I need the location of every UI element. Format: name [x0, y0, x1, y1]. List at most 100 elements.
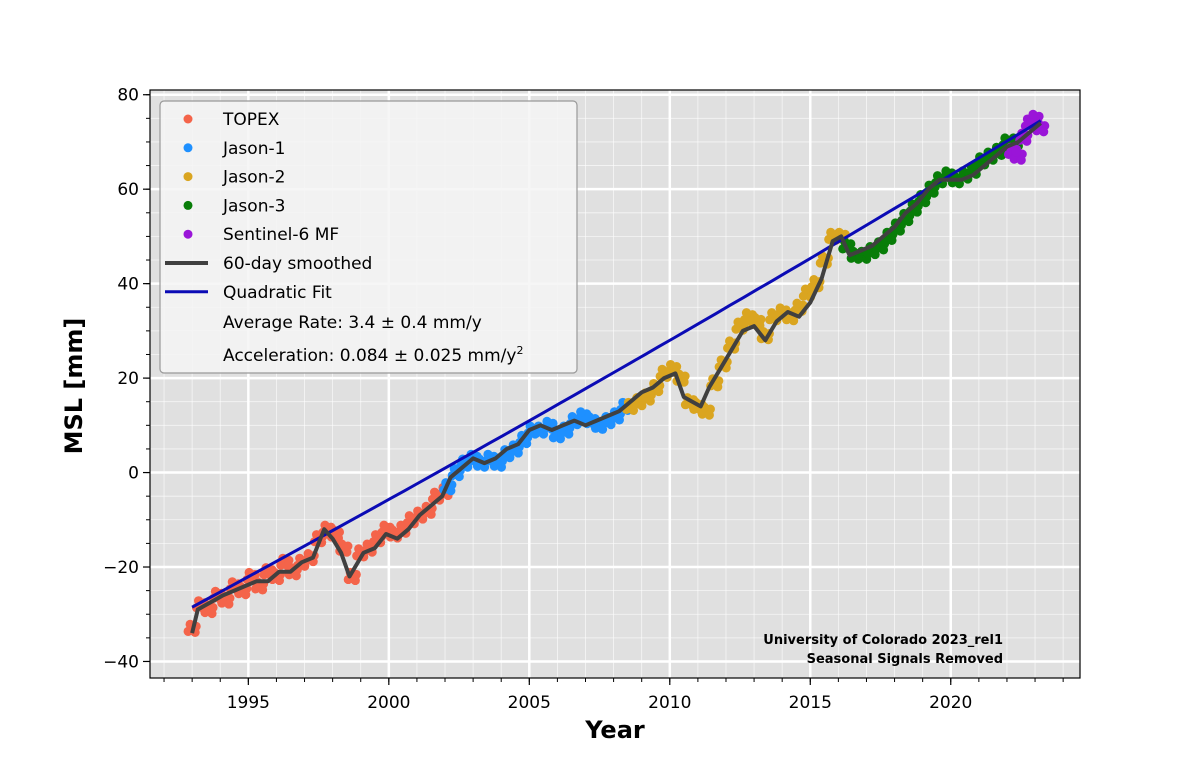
- data-point-jason-2: [792, 298, 802, 308]
- data-point-jason-1: [614, 415, 625, 425]
- data-point-jason-2: [704, 410, 714, 420]
- annotation: University of Colorado 2023_rel1 Seasona…: [763, 633, 1003, 667]
- x-tick-label: 2020: [929, 693, 972, 713]
- data-point-topex: [257, 585, 268, 595]
- y-tick-label: −20: [103, 558, 139, 578]
- data-point-jason-1: [564, 429, 574, 439]
- plot-frame: [149, 89, 1081, 679]
- legend-label-sentinel-6-mf: Sentinel-6 MF: [223, 225, 339, 245]
- axis-ticks: [143, 94, 1064, 685]
- data-point-jason-3: [895, 226, 905, 236]
- data-point-topex: [259, 570, 269, 580]
- smoothed-line: [190, 121, 1042, 634]
- annotation-line-1: University of Colorado 2023_rel1: [763, 633, 1003, 648]
- legend-box: [159, 100, 578, 374]
- data-point-jason-3: [941, 166, 951, 176]
- legend-marker-jason-2: [183, 172, 193, 182]
- data-point-jason-1: [513, 448, 523, 458]
- data-point-jason-2: [815, 258, 825, 268]
- data-point-jason-1: [531, 428, 542, 438]
- data-point-jason-3: [855, 253, 865, 263]
- legend-marker-jason-3: [183, 200, 193, 210]
- legend-note-superscript: 2: [516, 344, 523, 357]
- data-point-jason-2: [809, 275, 819, 285]
- data-point-jason-2: [645, 396, 655, 406]
- data-point-topex: [217, 598, 227, 608]
- data-point-topex: [241, 590, 251, 600]
- data-point-jason-2: [750, 312, 760, 323]
- legend-marker-topex: [183, 114, 193, 124]
- quadratic-fit-line: [191, 119, 1042, 609]
- data-point-topex: [350, 575, 360, 586]
- data-point-sentinel-6-mf: [1016, 155, 1026, 165]
- x-tick-label: 2015: [789, 693, 832, 713]
- data-point-jason-2: [826, 227, 836, 238]
- data-point-topex: [342, 547, 352, 557]
- data-point-topex: [379, 520, 389, 530]
- data-point-sentinel-6-mf: [1028, 109, 1038, 119]
- data-point-jason-2: [807, 282, 817, 292]
- data-point-jason-2: [725, 336, 735, 346]
- data-point-topex: [224, 599, 234, 609]
- data-point-jason-2: [775, 303, 785, 313]
- axis-tick-labels: 1995 2000 2005 2010 2015 2020 −40 −20 0 20 40 60 80: [103, 86, 972, 713]
- data-point-jason-2: [689, 404, 699, 415]
- data-point-jason-2: [798, 291, 809, 301]
- data-point-topex: [320, 520, 330, 530]
- data-point-topex: [291, 571, 301, 581]
- y-tick-label: 0: [128, 464, 139, 484]
- legend-label-topex: TOPEX: [222, 110, 280, 130]
- legend-label-60-day-smoothed: 60-day smoothed: [223, 254, 372, 274]
- data-point-jason-1: [472, 461, 483, 471]
- data-point-topex: [426, 509, 436, 519]
- y-tick-label: 20: [117, 369, 139, 389]
- data-point-topex: [183, 626, 193, 637]
- data-point-sentinel-6-mf: [1011, 147, 1021, 157]
- data-point-jason-1: [599, 419, 609, 429]
- x-tick-label: 1995: [227, 693, 270, 713]
- data-point-jason-2: [765, 315, 775, 325]
- data-point-jason-3: [921, 198, 931, 208]
- data-point-jason-3: [863, 248, 873, 259]
- data-point-jason-1: [446, 486, 456, 496]
- data-point-jason-1: [590, 423, 601, 433]
- legend-label-jason-3: Jason-3: [222, 196, 285, 216]
- data-lines: [190, 119, 1042, 634]
- data-point-jason-2: [789, 316, 799, 326]
- data-point-jason-1: [548, 433, 559, 443]
- y-tick-label: −40: [103, 652, 139, 672]
- data-point-topex: [207, 608, 217, 619]
- data-point-jason-3: [904, 216, 914, 227]
- legend-marker-sentinel-6-mf: [183, 229, 193, 239]
- data-point-jason-2: [679, 377, 689, 387]
- legend-label-quadratic-fit: Quadratic Fit: [223, 283, 332, 303]
- data-point-jason-2: [697, 409, 707, 419]
- legend-label-jason-1: Jason-1: [222, 139, 285, 159]
- data-point-jason-1: [483, 449, 493, 459]
- y-tick-label: 80: [117, 86, 139, 106]
- data-point-jason-1: [496, 462, 506, 472]
- data-point-jason-2: [665, 360, 676, 370]
- data-point-jason-3: [878, 245, 889, 255]
- x-tick-label: 2010: [648, 693, 691, 713]
- data-point-jason-2: [680, 400, 691, 410]
- data-point-jason-2: [638, 395, 648, 405]
- data-point-sentinel-6-mf: [1009, 154, 1019, 164]
- legend-label-jason-2: Jason-2: [222, 168, 285, 188]
- data-point-jason-2: [739, 315, 750, 325]
- y-tick-label: 40: [117, 275, 139, 295]
- data-point-topex: [303, 548, 313, 559]
- y-axis-title: MSL [mm]: [60, 318, 88, 455]
- data-point-jason-1: [576, 407, 586, 417]
- legend: TOPEX Jason-1 Jason-2 Jason-3 Sentinel-6 MF 6…: [159, 100, 578, 374]
- data-point-topex: [250, 584, 261, 594]
- data-point-jason-3: [887, 235, 897, 246]
- x-tick-label: 2000: [367, 693, 410, 713]
- data-point-jason-2: [654, 386, 664, 397]
- data-point-jason-1: [542, 416, 552, 426]
- legend-marker-jason-1: [183, 143, 193, 153]
- legend-note-acceleration: Acceleration: 0.084 ± 0.025 mm/y2: [223, 344, 523, 366]
- data-point-jason-2: [713, 382, 723, 392]
- x-axis-title: Year: [584, 716, 645, 744]
- data-point-jason-1: [584, 412, 594, 422]
